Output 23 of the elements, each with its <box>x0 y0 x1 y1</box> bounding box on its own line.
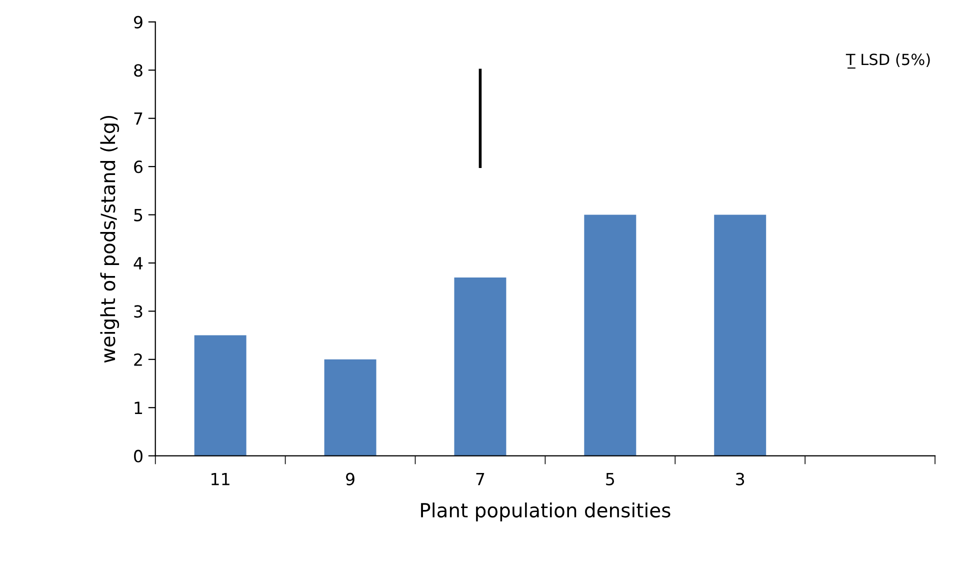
bar <box>194 335 246 456</box>
y-tick-label: 6 <box>134 160 143 174</box>
y-tick-label: 8 <box>134 64 142 77</box>
x-tick-label: 11 <box>212 473 230 486</box>
y-tick-label: 2 <box>134 353 142 366</box>
y-axis-title: weight of pods/stand (kg) <box>100 116 120 363</box>
x-tick-label: 7 <box>476 473 484 486</box>
x-tick-label: 9 <box>346 472 354 486</box>
bar <box>714 214 766 456</box>
y-tick-label: 5 <box>134 208 142 222</box>
y-tick-label: 1 <box>134 402 142 414</box>
x-axis-title: Plant population densities <box>421 502 670 522</box>
x-tick-label: 5 <box>606 473 614 486</box>
y-tick-label: 4 <box>134 257 143 270</box>
y-tick-label: 9 <box>134 16 142 28</box>
bar <box>584 214 636 456</box>
y-tick-label: 3 <box>134 305 142 318</box>
bar <box>324 359 376 456</box>
y-tick-label: 0 <box>134 450 142 462</box>
y-tick-label: 7 <box>134 112 142 125</box>
x-tick-label: 3 <box>736 472 744 486</box>
annotation: T̲ LSD (5%) <box>846 53 930 69</box>
bar <box>454 277 506 456</box>
